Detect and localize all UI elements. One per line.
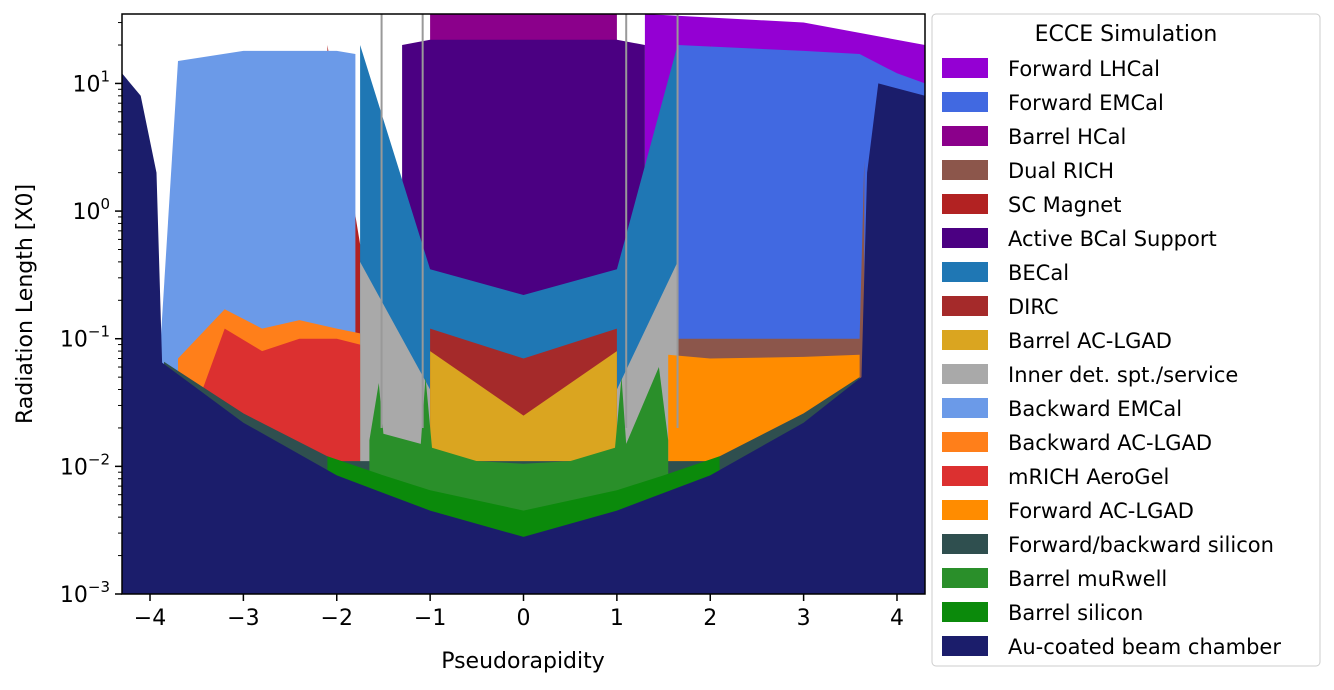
stacked-area-series	[122, 14, 925, 594]
x-tick-label: 3	[797, 606, 811, 631]
legend-swatch	[942, 160, 988, 180]
legend-label: BECal	[1008, 261, 1069, 285]
area-au-coated-beam-chamber	[122, 73, 925, 594]
x-tick-label: −4	[134, 606, 166, 631]
legend-swatch	[942, 330, 988, 350]
legend-swatch	[942, 466, 988, 486]
legend-swatch	[942, 92, 988, 112]
legend-label: Dual RICH	[1008, 159, 1114, 183]
x-tick-label: −3	[227, 606, 259, 631]
legend-label: Forward EMCal	[1008, 91, 1164, 115]
legend-label: Au-coated beam chamber	[1008, 635, 1281, 659]
legend-label: SC Magnet	[1008, 193, 1121, 217]
legend-label: Backward AC-LGAD	[1008, 431, 1212, 455]
legend-label: Forward LHCal	[1008, 57, 1160, 81]
legend-swatch	[942, 636, 988, 656]
legend-swatch	[942, 228, 988, 248]
x-tick-label: 1	[610, 606, 624, 631]
legend-label: mRICH AeroGel	[1008, 465, 1169, 489]
y-tick-label: 101	[72, 67, 110, 97]
legend-swatch	[942, 296, 988, 316]
legend-swatch	[942, 534, 988, 554]
x-tick-label: −1	[414, 606, 446, 631]
x-tick-label: −2	[321, 606, 353, 631]
legend-swatch	[942, 194, 988, 214]
legend-frame	[931, 13, 1321, 667]
x-tick-label: 2	[703, 606, 717, 631]
y-tick-label: 10−1	[60, 323, 110, 353]
y-tick-label: 10−3	[60, 578, 110, 608]
legend-swatch	[942, 602, 988, 622]
legend-swatch	[942, 500, 988, 520]
legend-swatch	[942, 568, 988, 588]
legend-label: DIRC	[1008, 295, 1059, 319]
legend-swatch	[942, 364, 988, 384]
legend-swatch	[942, 432, 988, 452]
legend-swatch	[942, 58, 988, 78]
legend-label: Barrel silicon	[1008, 601, 1143, 625]
y-axis-ticks: 10−3 10−2 10−1 100 101	[60, 22, 122, 608]
legend-items: Forward LHCal Forward EMCal Barrel HCal Dua…	[942, 57, 1281, 659]
support-lines	[380, 14, 679, 428]
y-tick-label: 100	[72, 195, 110, 225]
legend-label: Backward EMCal	[1008, 397, 1182, 421]
x-axis-ticks: −4 −3 −2 −1 0 1 2 3 4	[134, 594, 904, 631]
legend-label: Active BCal Support	[1008, 227, 1217, 251]
legend-label: Barrel HCal	[1008, 125, 1126, 149]
legend-label: Barrel muRwell	[1008, 567, 1167, 591]
y-tick-label: 10−2	[60, 450, 110, 480]
legend-label: Barrel AC-LGAD	[1008, 329, 1172, 353]
y-axis-label: Radiation Length [X0]	[13, 184, 38, 424]
x-tick-label: 4	[890, 606, 904, 631]
legend-title: ECCE Simulation	[1035, 22, 1218, 47]
legend-swatch	[942, 398, 988, 418]
legend-label: Forward/backward silicon	[1008, 533, 1274, 557]
legend: ECCE Simulation Forward LHCal Forward EMC…	[931, 13, 1321, 667]
legend-label: Forward AC-LGAD	[1008, 499, 1194, 523]
legend-swatch	[942, 126, 988, 146]
legend-swatch	[942, 262, 988, 282]
x-tick-label: 0	[517, 606, 531, 631]
legend-label: Inner det. spt./service	[1008, 363, 1238, 387]
x-axis-label: Pseudorapidity	[441, 649, 605, 674]
